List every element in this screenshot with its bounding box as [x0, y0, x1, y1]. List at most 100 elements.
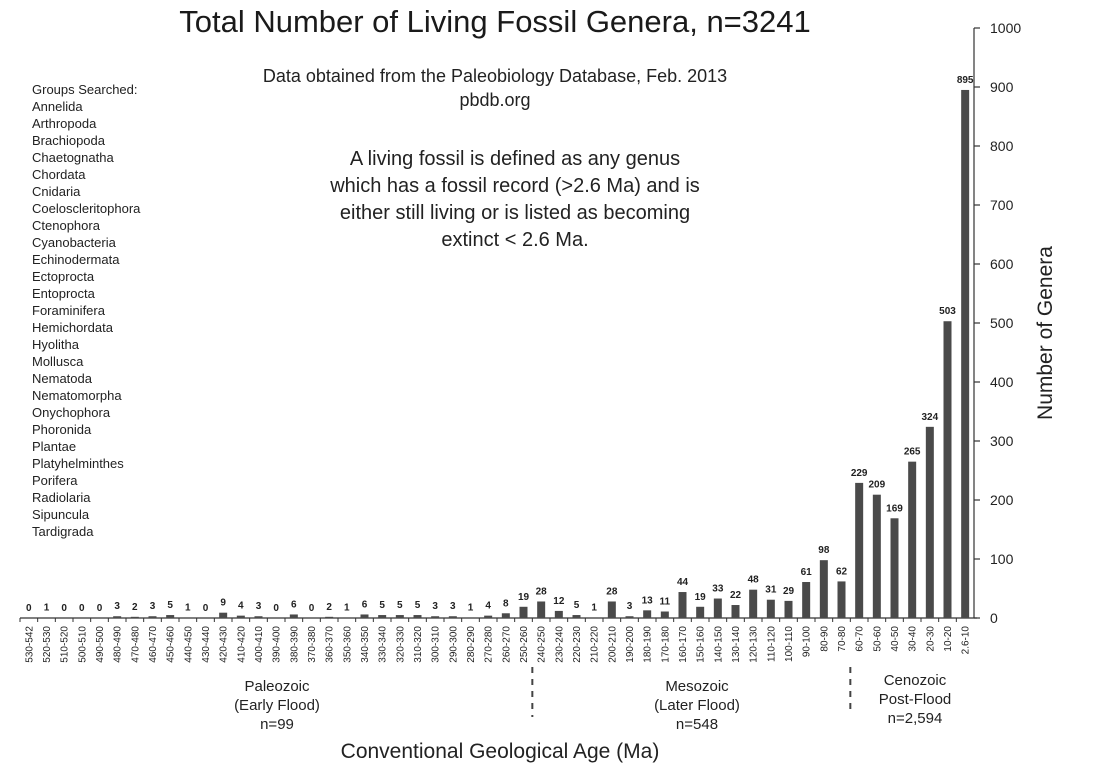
bar [749, 589, 758, 618]
bar [219, 612, 228, 618]
bar [784, 600, 793, 618]
data-label: 3 [150, 601, 156, 612]
era-count: n=2,594 [887, 710, 943, 727]
data-label: 1 [468, 602, 474, 613]
data-label: 1 [591, 602, 597, 613]
y-tick-label: 1000 [990, 20, 1021, 36]
bar [501, 613, 510, 618]
definition-note: A living fossil is defined as any genus … [290, 146, 740, 254]
era-subname: (Later Flood) [654, 697, 740, 714]
bar [766, 599, 775, 618]
bar [961, 89, 970, 618]
bar [943, 321, 952, 618]
data-label: 5 [397, 600, 403, 611]
x-tick-label: 340-350 [360, 626, 371, 663]
bar [908, 461, 917, 618]
groups-searched-list: Groups Searched: Annelida Arthropoda Brach… [32, 81, 140, 540]
era-name: Cenozoic [883, 672, 947, 689]
data-label: 19 [695, 592, 707, 603]
data-label: 22 [730, 590, 742, 601]
group-item: Sipuncula [32, 507, 90, 522]
group-item: Nematoda [32, 371, 92, 386]
data-label: 2 [132, 602, 138, 613]
group-item: Onychophora [32, 405, 111, 420]
x-tick-label: 120-130 [749, 626, 760, 663]
bar [448, 616, 457, 618]
bar [431, 616, 440, 618]
group-item: Coeloscleritophora [32, 201, 141, 216]
data-label: 0 [61, 603, 67, 614]
x-tick-label: 310-320 [413, 626, 424, 663]
era-label-mesozoic: Mesozoic (Later Flood) n=548 [622, 677, 772, 734]
data-label: 895 [957, 75, 974, 86]
bar [148, 616, 157, 618]
x-tick-label: 30-40 [908, 626, 919, 652]
subtitle-line-2: pbdb.org [459, 90, 531, 110]
data-label: 61 [801, 567, 813, 578]
bar [236, 615, 245, 618]
data-label: 5 [415, 600, 421, 611]
bar [537, 601, 546, 618]
data-label: 229 [851, 468, 868, 479]
x-tick-label: 2.6-10 [961, 626, 972, 655]
data-label: 33 [712, 584, 724, 595]
x-axis-title: Conventional Geological Age (Ma) [340, 740, 660, 763]
bar [342, 617, 351, 618]
data-label: 503 [939, 306, 956, 317]
y-tick-label: 100 [990, 551, 1014, 567]
groups-heading: Groups Searched: [32, 82, 138, 97]
data-label: 48 [748, 575, 760, 586]
x-tick-label: 240-250 [537, 626, 548, 663]
data-label: 5 [379, 600, 385, 611]
data-label: 0 [79, 603, 85, 614]
y-tick-label: 200 [990, 492, 1014, 508]
y-tick-label: 0 [990, 610, 998, 626]
data-label: 4 [238, 601, 244, 612]
x-tick-label: 230-240 [554, 626, 565, 663]
era-name: Mesozoic [665, 678, 729, 695]
x-tick-label: 530-542 [24, 626, 35, 663]
data-label: 209 [868, 480, 885, 491]
y-tick-label: 500 [990, 315, 1014, 331]
bar [696, 606, 705, 618]
x-tick-label: 520-530 [42, 626, 53, 663]
era-label-paleozoic: Paleozoic (Early Flood) n=99 [202, 677, 352, 734]
bar [554, 610, 563, 618]
x-tick-label: 130-140 [731, 626, 742, 663]
bar [378, 615, 387, 618]
data-label: 1 [185, 602, 191, 613]
x-tick-label: 420-430 [219, 626, 230, 663]
bar [254, 616, 263, 618]
data-source-note: Data obtained from the Paleobiology Data… [200, 64, 790, 112]
group-item: Phoronida [32, 422, 92, 437]
bar [113, 616, 122, 618]
group-item: Chaetognatha [32, 150, 114, 165]
data-label: 0 [273, 603, 279, 614]
x-tick-label: 250-260 [519, 626, 530, 663]
x-tick-label: 480-490 [113, 626, 124, 663]
bar [572, 615, 581, 618]
bar [872, 494, 881, 618]
x-tick-label: 490-500 [95, 626, 106, 663]
x-tick-label: 50-60 [872, 626, 883, 652]
group-item: Ectoprocta [32, 269, 95, 284]
group-item: Tardigrada [32, 524, 94, 539]
x-tick-label: 20-30 [925, 626, 936, 652]
data-label: 6 [291, 599, 297, 610]
x-tick-label: 200-210 [607, 626, 618, 663]
bar [166, 615, 175, 618]
x-tick-label: 470-480 [130, 626, 141, 663]
bar [819, 560, 828, 618]
x-tick-label: 190-200 [625, 626, 636, 663]
data-label: 3 [450, 601, 456, 612]
data-label: 0 [309, 603, 315, 614]
group-item: Cnidaria [32, 184, 81, 199]
bar [325, 616, 334, 618]
x-tick-label: 500-510 [77, 626, 88, 663]
x-tick-label: 320-330 [395, 626, 406, 663]
y-axis-title: Number of Genera [1034, 246, 1057, 420]
bar [890, 518, 899, 618]
bar [625, 616, 634, 618]
x-tick-label: 10-20 [943, 626, 954, 652]
